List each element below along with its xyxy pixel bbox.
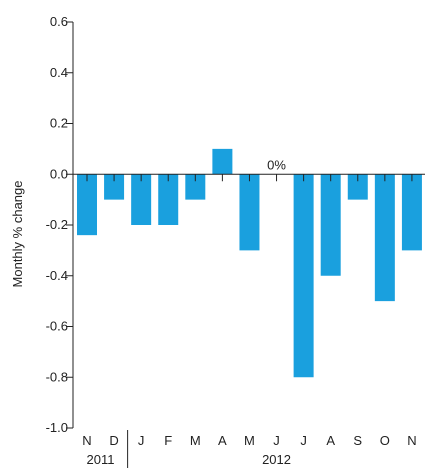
bar [77, 174, 97, 236]
bars [77, 148, 422, 378]
bar [104, 174, 125, 200]
x-tick-label: N [407, 433, 416, 448]
y-axis-label: Monthly % change [10, 181, 25, 288]
bar [185, 174, 206, 200]
x-tick-label: F [164, 433, 172, 448]
y-ticks: 0.6 0.4 0.2 0.0 -0.2 -0.4 -0.6 -0.8 -1.0 [46, 14, 73, 435]
bar [401, 174, 422, 251]
y-tick-label: -0.8 [46, 369, 68, 384]
y-tick-label: -0.4 [46, 268, 68, 283]
bar [239, 174, 260, 251]
bar [374, 174, 395, 302]
zero-percent-annotation: 0% [267, 157, 286, 172]
y-tick-label: -0.2 [46, 217, 68, 232]
y-tick-label: 0.0 [50, 166, 68, 181]
x-tick-label: J [300, 433, 307, 448]
y-tick-label: -0.6 [46, 319, 68, 334]
y-tick-label: 0.2 [50, 116, 68, 131]
y-tick-label: -1.0 [46, 420, 68, 435]
x-tick-label: J [138, 433, 145, 448]
x-tick-label: S [353, 433, 362, 448]
y-tick-label: 0.4 [50, 65, 68, 80]
x-tick-label: N [82, 433, 91, 448]
y-tick-label: 0.6 [50, 14, 68, 29]
x-tick-label: O [380, 433, 390, 448]
x-tick-label: M [244, 433, 255, 448]
year-label: 2012 [262, 452, 291, 467]
year-labels: 2011 2012 [87, 430, 291, 468]
bar [320, 174, 341, 276]
year-label: 2011 [87, 452, 115, 467]
bar [293, 174, 314, 378]
bar [347, 174, 368, 200]
x-tick-label: J [273, 433, 280, 448]
x-tick-label: A [326, 433, 335, 448]
x-tick-label: M [190, 433, 201, 448]
bar [158, 174, 179, 225]
bar [131, 174, 152, 225]
x-tick-label: D [109, 433, 118, 448]
bar [212, 148, 233, 175]
x-tick-label: A [218, 433, 227, 448]
